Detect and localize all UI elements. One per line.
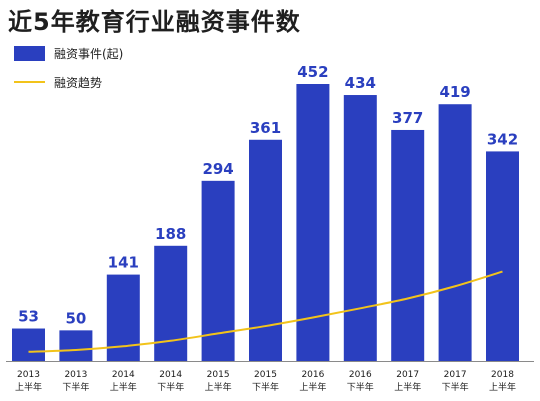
trend-group	[28, 270, 503, 353]
x-tick-year-6: 2016	[301, 370, 324, 380]
bars-group: 53 50 141 188 294 361 452 434 377 419 342	[12, 63, 519, 361]
bar-value-label-0: 53	[18, 308, 39, 326]
x-tick-labels: 2013上半年2013下半年2014上半年2014下半年2015上半年2015下…	[15, 370, 516, 393]
legend-label-bar: 融资事件(起)	[54, 46, 124, 61]
legend: 融资事件(起) 融资趋势	[14, 44, 123, 102]
bar-value-label-6: 452	[297, 63, 328, 81]
legend-item-bar: 融资事件(起)	[14, 44, 123, 62]
x-tick-year-9: 2017	[444, 370, 467, 380]
bar-value-label-4: 294	[202, 160, 233, 178]
x-tick-year-1: 2013	[64, 370, 87, 380]
chart-title: 近5年教育行业融资事件数	[8, 8, 301, 36]
x-tick-year-7: 2016	[349, 370, 372, 380]
legend-swatch-line	[14, 81, 45, 83]
x-tick-half-7: 下半年	[347, 381, 374, 393]
bar-1	[59, 330, 93, 361]
bar-7	[343, 95, 377, 361]
x-tick-half-3: 下半年	[157, 381, 184, 393]
bar-0	[12, 328, 45, 361]
x-tick-half-2: 上半年	[110, 381, 137, 393]
bar-value-label-5: 361	[250, 119, 281, 137]
x-tick-half-10: 上半年	[489, 381, 516, 393]
x-tick-half-4: 上半年	[205, 381, 232, 393]
bar-9	[438, 104, 472, 361]
x-tick-year-5: 2015	[254, 370, 277, 380]
bar-value-label-10: 342	[487, 130, 518, 148]
x-tick-half-8: 上半年	[394, 381, 421, 393]
x-tick-half-9: 下半年	[442, 381, 469, 393]
x-tick-year-8: 2017	[396, 370, 419, 380]
bar-value-label-3: 188	[155, 225, 186, 243]
bar-value-label-8: 377	[392, 109, 423, 127]
bar-3	[154, 245, 188, 361]
x-tick-year-3: 2014	[159, 370, 182, 380]
x-tick-year-4: 2015	[207, 370, 230, 380]
bar-value-label-7: 434	[345, 74, 376, 92]
x-tick-half-6: 上半年	[299, 381, 326, 393]
bar-8	[391, 129, 425, 361]
x-tick-year-2: 2014	[112, 370, 135, 380]
bar-value-label-1: 50	[65, 309, 86, 327]
bar-value-label-9: 419	[439, 83, 470, 101]
x-tick-half-1: 下半年	[62, 381, 89, 393]
bar-10	[486, 151, 519, 361]
x-tick-year-0: 2013	[17, 370, 40, 380]
trend-line	[28, 270, 503, 353]
x-tick-year-10: 2018	[491, 370, 514, 380]
legend-item-line: 融资趋势	[14, 73, 123, 91]
x-tick-half-5: 下半年	[252, 381, 279, 393]
legend-label-line: 融资趋势	[54, 75, 103, 90]
legend-swatch-bar	[14, 45, 45, 61]
x-tick-half-0: 上半年	[15, 381, 42, 393]
bar-value-label-2: 141	[108, 254, 139, 272]
